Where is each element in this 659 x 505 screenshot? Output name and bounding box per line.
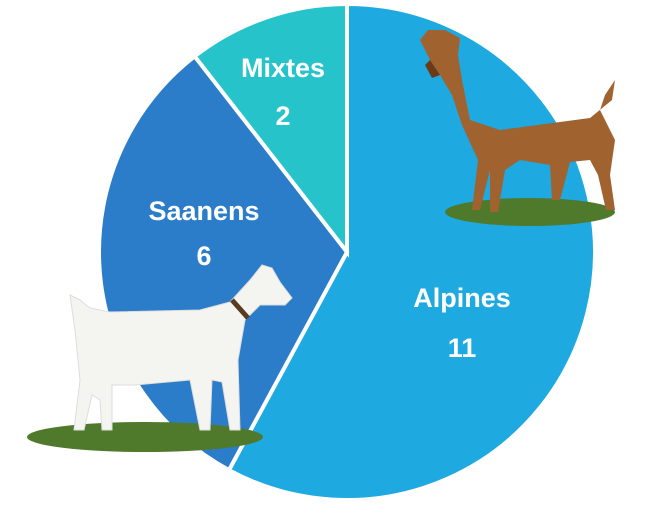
brown-goat (420, 30, 615, 226)
slice-value: 6 (196, 241, 211, 271)
white-goat (27, 264, 293, 452)
slice-value: 11 (448, 333, 477, 363)
slice-label: Alpines (413, 283, 511, 313)
slice-label: Saanens (148, 196, 259, 226)
labels: Alpines 11 Saanens 6 Mixtes 2 (148, 53, 510, 363)
slice-value: 2 (275, 101, 290, 131)
slice (191, 1, 349, 258)
slice (226, 1, 597, 502)
slice-label: Mixtes (241, 53, 325, 83)
